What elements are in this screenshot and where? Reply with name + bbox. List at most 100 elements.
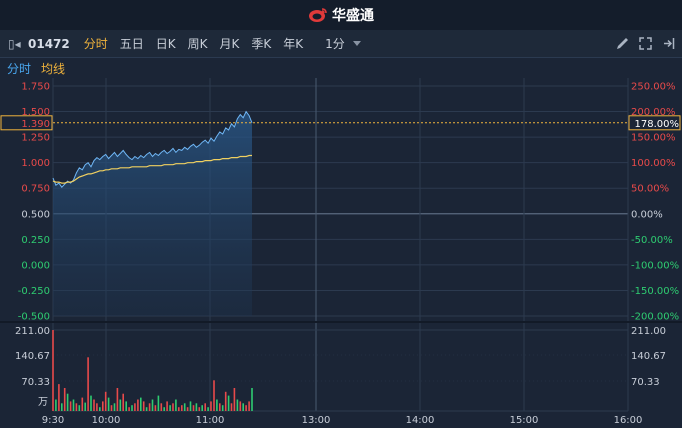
volume-bar	[178, 407, 180, 411]
volume-tick-label-right: 211.00	[631, 326, 666, 337]
volume-tick-label-right: 70.33	[631, 377, 660, 388]
popout-icon[interactable]	[661, 36, 676, 51]
pct-tick-label: 200.00%	[631, 107, 676, 118]
volume-bar	[102, 401, 104, 411]
volume-bar	[90, 395, 92, 411]
volume-tick-label-right: 140.67	[631, 351, 666, 362]
volume-bar	[72, 399, 75, 411]
volume-bar	[110, 405, 113, 411]
volume-bar	[157, 395, 160, 411]
tab-intraday[interactable]: 分时	[83, 37, 108, 51]
time-tick-label: 11:00	[196, 415, 225, 426]
volume-unit-label: 万	[38, 397, 48, 408]
volume-bar	[113, 403, 116, 411]
volume-bar	[245, 405, 247, 411]
volume-bar	[221, 405, 224, 411]
volume-bar	[160, 403, 163, 411]
legend-minute: 分时	[7, 61, 32, 76]
volume-bar	[166, 401, 168, 411]
volume-bar	[213, 380, 215, 411]
chart-toolbar: ▯◂ 01472 分时 五日 日K 周K 月K 季K 年K 1分	[0, 30, 682, 58]
tab-five-day[interactable]: 五日	[119, 37, 144, 51]
pen-draw-icon[interactable]	[615, 36, 630, 51]
average-line	[52, 154, 252, 184]
volume-bar	[58, 384, 60, 411]
volume-bar	[128, 407, 130, 411]
volume-bar	[69, 401, 72, 411]
volume-bar	[224, 391, 227, 411]
price-tick-label: 1.500	[21, 107, 50, 118]
price-tick-label: -0.500	[18, 312, 50, 323]
volume-bar	[233, 388, 236, 411]
volume-bar	[210, 401, 212, 411]
volume-bar	[151, 399, 154, 411]
volume-bar	[75, 403, 78, 411]
volume-bar	[230, 403, 233, 411]
volume-bar	[81, 397, 84, 411]
volume-bar	[137, 399, 139, 411]
crosshair-pct-box	[628, 115, 681, 131]
volume-bar	[119, 399, 122, 411]
volume-bar	[236, 399, 239, 411]
volume-bar	[96, 403, 98, 411]
volume-tick-label: 140.67	[15, 351, 50, 362]
app-titlebar: 华盛通	[0, 0, 682, 30]
volume-bar	[104, 391, 107, 411]
volume-bar	[204, 403, 206, 411]
time-tick-label: 16:00	[614, 415, 643, 426]
volume-bar	[192, 405, 195, 411]
volume-bar	[216, 399, 218, 411]
brand: 华盛通	[308, 5, 374, 25]
volume-bar	[93, 399, 95, 411]
crosshair-pct-label: 178.00%	[635, 119, 680, 130]
time-tick-label: 10:00	[92, 415, 121, 426]
volume-bar	[145, 407, 148, 411]
pct-tick-label: 100.00%	[631, 158, 676, 169]
volume-bar	[84, 402, 86, 411]
crosshair-price-box	[0, 115, 53, 131]
volume-bar	[148, 403, 151, 411]
volume-bar	[125, 401, 127, 411]
volume-tick-label: 211.00	[15, 326, 50, 337]
crosshair-price-label: 1.390	[21, 119, 50, 130]
time-tick-label: 15:00	[510, 415, 539, 426]
time-tick-label: 14:00	[406, 415, 435, 426]
brand-name: 华盛通	[332, 8, 374, 24]
volume-bar	[61, 403, 63, 411]
volume-bar	[142, 401, 145, 411]
chevron-down-icon	[352, 41, 361, 46]
pct-tick-label: 0.00%	[631, 209, 663, 220]
pct-tick-label: -100.00%	[631, 260, 679, 271]
price-tick-label: 1.250	[21, 133, 50, 144]
price-tick-label: 0.000	[21, 260, 50, 271]
price-tick-label: 0.750	[21, 184, 50, 195]
volume-bar	[66, 393, 69, 411]
price-tick-label: 1.000	[21, 158, 50, 169]
volume-bar	[122, 393, 124, 411]
price-line	[52, 110, 253, 188]
pct-tick-label: -50.00%	[631, 235, 673, 246]
volume-bar	[175, 399, 177, 411]
tab-monthly-k[interactable]: 月K	[219, 37, 240, 51]
volume-bar	[169, 405, 171, 411]
tab-daily-k[interactable]: 日K	[155, 37, 176, 51]
volume-bar	[181, 405, 183, 411]
tab-yearly-k[interactable]: 年K	[283, 37, 304, 51]
collapse-panel-icon[interactable]: ▯◂	[8, 36, 21, 51]
price-area-fill	[53, 111, 252, 316]
price-tick-label: 1.750	[21, 82, 50, 93]
tab-weekly-k[interactable]: 周K	[187, 37, 208, 51]
volume-bar	[186, 407, 189, 411]
time-tick-label: 13:00	[302, 415, 331, 426]
volume-bars	[52, 330, 253, 411]
fullscreen-icon[interactable]	[638, 36, 653, 51]
volume-bar	[63, 388, 66, 411]
period-select[interactable]: 1分	[325, 35, 361, 52]
tab-quarterly-k[interactable]: 季K	[251, 37, 272, 51]
volume-bar	[251, 388, 253, 411]
volume-bar	[239, 401, 242, 411]
volume-bar	[201, 405, 203, 411]
huashengtong-logo-icon	[309, 8, 327, 22]
volume-bar	[52, 330, 54, 411]
